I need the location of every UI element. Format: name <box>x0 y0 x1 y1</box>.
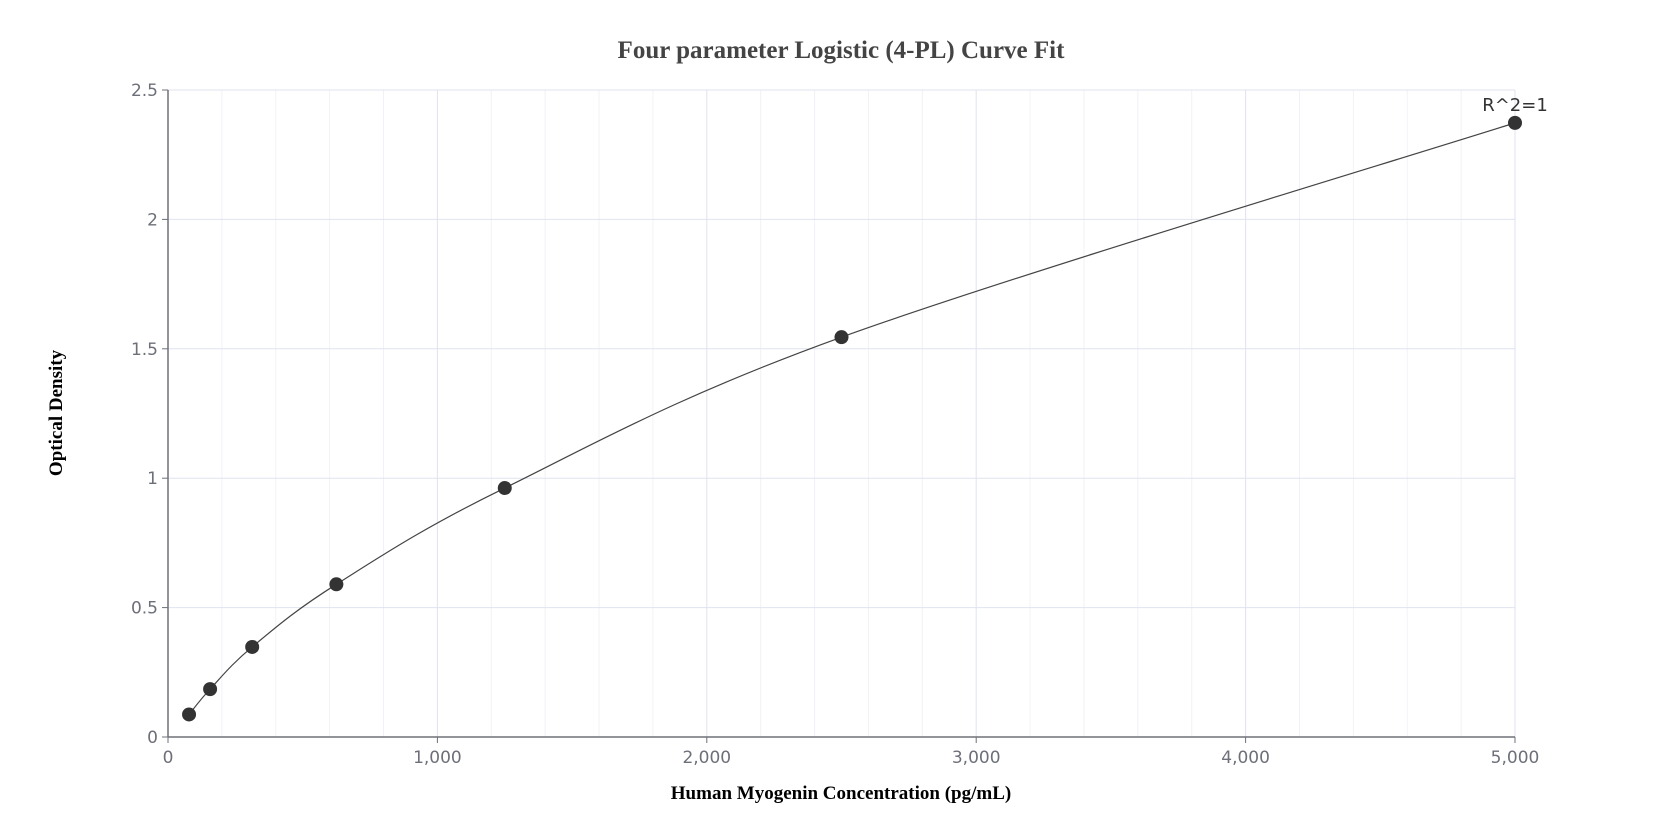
y-tick-label: 0 <box>147 728 158 748</box>
data-point <box>497 481 512 496</box>
grid <box>168 89 1516 737</box>
data-point <box>203 682 218 697</box>
x-tick-label: 4,000 <box>1221 748 1270 768</box>
data-point <box>1508 115 1522 130</box>
x-tick-label: 2,000 <box>682 748 731 768</box>
data-point <box>245 639 260 654</box>
y-tick-label: 2.5 <box>131 81 158 101</box>
y-tick-label: 0.5 <box>131 599 158 619</box>
data-point <box>834 330 849 345</box>
y-tick-label: 2 <box>147 210 158 230</box>
y-axis-label: Optical Density <box>46 349 67 476</box>
data-point <box>329 577 344 592</box>
data-points <box>182 115 1522 722</box>
chart-title: Four parameter Logistic (4-PL) Curve Fit <box>618 37 1066 64</box>
x-axis-label: Human Myogenin Concentration (pg/mL) <box>671 783 1011 804</box>
r-squared-annotation: R^2=1 <box>1482 95 1548 116</box>
fit-curve <box>188 122 1516 715</box>
y-tick-label: 1 <box>147 469 158 489</box>
x-tick-label: 5,000 <box>1491 748 1540 768</box>
x-tick-label: 1,000 <box>413 748 462 768</box>
x-tick-label: 0 <box>163 748 174 768</box>
data-point <box>182 707 197 722</box>
x-tick-label: 3,000 <box>952 748 1001 768</box>
y-tick-label: 1.5 <box>131 340 158 360</box>
axes: 0 1,000 2,000 3,000 4,000 5,000 0 0.5 1 1.5 2 2.5 <box>131 81 1539 768</box>
